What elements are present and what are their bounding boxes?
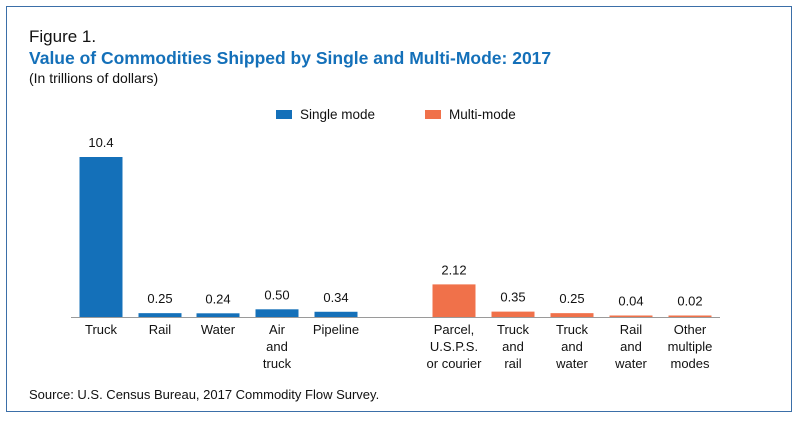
category-label-multi-1: Truck and rail [497, 322, 530, 371]
data-label-multi-2: 0.25 [559, 291, 584, 306]
category-label-single-1: Rail [149, 322, 172, 337]
category-label-multi-4: Other multiple modes [668, 322, 713, 371]
bar-multi-1 [491, 311, 535, 317]
source-note: Source: U.S. Census Bureau, 2017 Commodi… [29, 387, 380, 402]
bar-single-2 [196, 313, 240, 317]
bar-single-1 [138, 313, 182, 317]
data-label-multi-0: 2.12 [441, 262, 466, 277]
data-label-multi-1: 0.35 [500, 290, 525, 305]
figure-frame [6, 6, 792, 412]
data-label-multi-4: 0.02 [677, 294, 702, 309]
legend-item-single-mode: Single mode [276, 107, 375, 122]
data-label-single-3: 0.50 [264, 287, 289, 302]
bar-multi-4 [668, 315, 712, 317]
data-label-single-1: 0.25 [147, 291, 172, 306]
bar-multi-3 [609, 315, 653, 317]
category-label-single-2: Water [201, 322, 236, 337]
chart-subtitle: (In trillions of dollars) [29, 70, 159, 86]
legend-label-multi: Multi-mode [449, 107, 516, 122]
category-label-single-3: Air and truck [263, 322, 292, 371]
bar-single-4 [314, 311, 358, 317]
data-label-single-4: 0.34 [323, 290, 348, 305]
category-label-multi-2: Truck and water [555, 322, 588, 371]
bar-single-0 [79, 157, 123, 317]
data-label-single-0: 10.4 [88, 135, 113, 150]
category-label-single-4: Pipeline [313, 322, 359, 337]
bar-multi-2 [550, 313, 594, 317]
legend-label-single: Single mode [300, 107, 376, 122]
data-label-multi-3: 0.04 [618, 294, 643, 309]
chart-title: Value of Commodities Shipped by Single a… [29, 48, 552, 68]
legend-swatch-single [276, 110, 292, 119]
category-label-multi-3: Rail and water [614, 322, 647, 371]
category-label-multi-0: Parcel, U.S.P.S. or courier [427, 322, 483, 371]
bar-single-3 [255, 309, 299, 317]
legend-item-multi-mode: Multi-mode [425, 107, 516, 122]
figure-label: Figure 1. [29, 27, 97, 46]
data-label-single-2: 0.24 [205, 291, 230, 306]
bar-multi-0 [432, 284, 476, 317]
category-label-single-0: Truck [85, 322, 118, 337]
legend-swatch-multi [425, 110, 441, 119]
